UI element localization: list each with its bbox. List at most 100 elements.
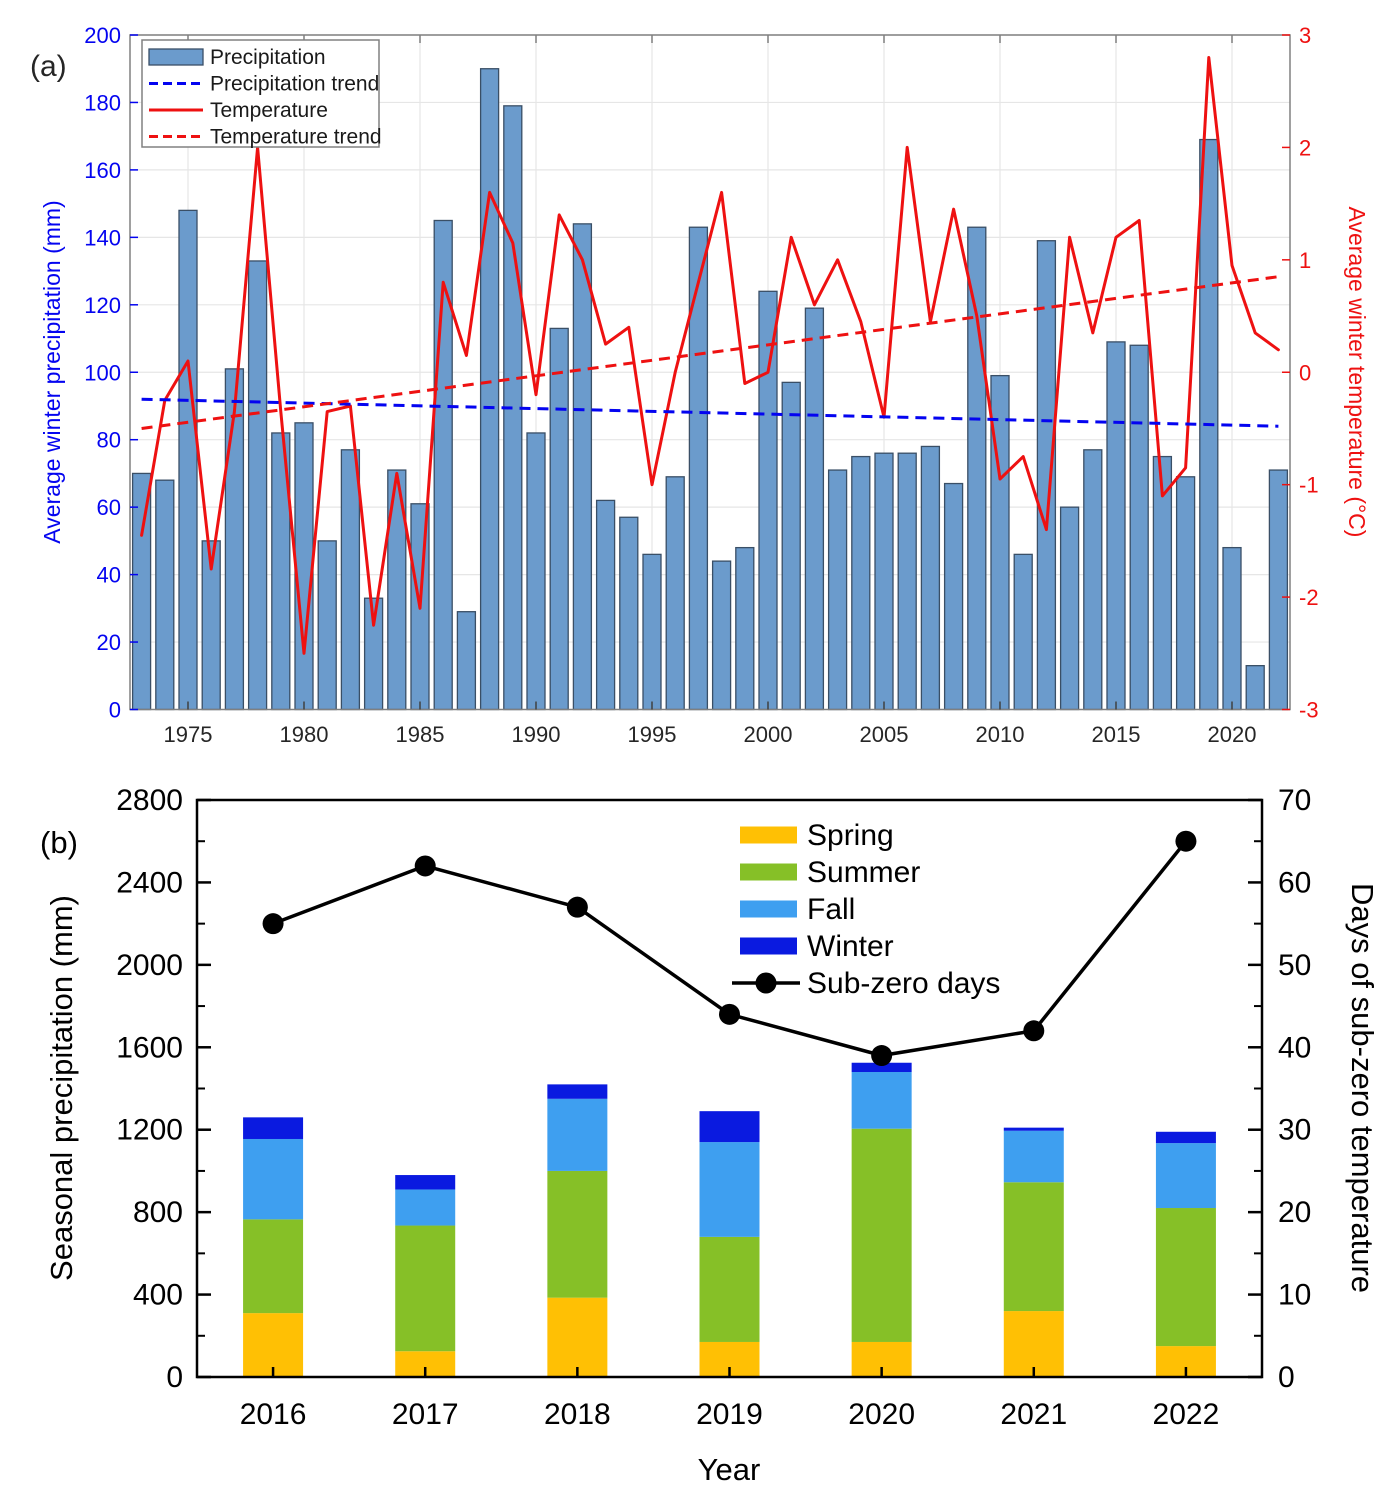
- subzero-days-marker-2022: [1175, 830, 1197, 852]
- precipitation-bar-1975: [178, 209, 198, 711]
- tick-label-x: 2010: [976, 722, 1025, 747]
- legend-swatch-spring: [740, 826, 797, 844]
- tick-label-right: 1: [1299, 248, 1311, 273]
- legend-label: Precipitation: [210, 46, 326, 69]
- panel-a-ylabel-left: Average winter precipitation (mm): [39, 200, 65, 543]
- tick-label-left: 2800: [116, 784, 183, 817]
- tick-label-right: -2: [1299, 585, 1319, 610]
- bar-2022-fall: [1155, 1143, 1216, 1209]
- bar-2020-fall: [851, 1072, 912, 1129]
- tick-label-right: 40: [1278, 1031, 1311, 1064]
- tick-label-left: 400: [133, 1279, 183, 1312]
- tick-label-left: 0: [109, 698, 121, 723]
- bar-2017-summer: [395, 1225, 456, 1352]
- panel-a-axes: 0 20 40 60 80 100 120 140 160 180 200 3 2 1 0 -1 -2 -3 197…: [84, 23, 1318, 747]
- temperature-trend-line: [141, 275, 1279, 430]
- panel-a-precipitation-bars: [131, 68, 1289, 711]
- tick-label-left: 1200: [116, 1114, 183, 1147]
- tick-label-x: 2017: [392, 1398, 459, 1431]
- tick-label-left: 1600: [116, 1031, 183, 1064]
- tick-label-right: -1: [1299, 473, 1319, 498]
- tick-label-x: 1975: [164, 722, 213, 747]
- subzero-days-marker-2016: [262, 913, 284, 935]
- subzero-days-marker-2018: [566, 896, 588, 918]
- tick-label-left: 60: [97, 495, 121, 520]
- tick-label-left: 20: [97, 630, 121, 655]
- panel-b-ylabel-right: Days of sub-zero temperature: [1345, 883, 1380, 1293]
- panel-b-ylabel-left: Seasonal precipitation (mm): [44, 895, 79, 1281]
- tick-label-x: 2015: [1092, 722, 1141, 747]
- tick-label-right: -3: [1299, 698, 1319, 723]
- subzero-days-marker-2017: [414, 855, 436, 877]
- precipitation-bar-2009: [967, 226, 987, 711]
- bar-2016-spring: [243, 1313, 304, 1377]
- precipitation-bar-1990: [526, 432, 546, 711]
- bar-2017-fall: [395, 1189, 456, 1226]
- panel-b-axes: 0 400 800 1200 1600 2000 2400 2800 0 10 20 30 40 50 60…: [116, 784, 1311, 1431]
- panel-b-subzero-line: [262, 830, 1197, 1067]
- tick-label-left: 0: [166, 1361, 183, 1394]
- legend-label: Temperature trend: [210, 126, 382, 149]
- precipitation-bar-1978: [247, 260, 268, 711]
- tick-label-left: 2400: [116, 866, 183, 899]
- temperature-line: [140, 56, 1280, 655]
- bar-2021-winter: [1003, 1127, 1064, 1131]
- precipitation-bar-2000: [758, 290, 778, 711]
- tick-label-left: 120: [84, 293, 121, 318]
- precipitation-bar-1999: [735, 546, 755, 711]
- bar-2016-fall: [243, 1138, 304, 1220]
- precipitation-trend-line: [141, 397, 1279, 428]
- panel-b: 0 400 800 1200 1600 2000 2400 2800 0 10 20 30 40 50 60…: [40, 784, 1380, 1487]
- legend-swatch-winter: [740, 937, 797, 955]
- precipitation-bar-1991: [549, 327, 569, 711]
- tick-label-x: 2019: [696, 1398, 763, 1431]
- precipitation-bar-2005: [874, 452, 894, 711]
- precipitation-bar-1981: [317, 540, 337, 711]
- precipitation-bar-2002: [804, 307, 825, 711]
- panel-b-legend: Spring Summer Fall Winter Sub-zero days: [732, 819, 1000, 1000]
- precipitation-bar-1993: [595, 499, 616, 711]
- bar-2017-winter: [395, 1175, 456, 1190]
- precipitation-bar-2016: [1129, 344, 1149, 711]
- precipitation-bar-1997: [688, 226, 709, 711]
- legend-swatch-precipitation: [148, 48, 204, 66]
- precipitation-bar-2020: [1222, 546, 1242, 711]
- legend-label: Fall: [807, 893, 855, 926]
- precipitation-bar-2007: [920, 445, 941, 711]
- bar-2021-fall: [1003, 1130, 1064, 1183]
- subzero-days-marker-2020: [871, 1045, 893, 1067]
- panel-b-label: (b): [40, 825, 78, 860]
- precipitation-bar-1992: [572, 223, 593, 711]
- bar-2019-fall: [699, 1142, 760, 1237]
- precipitation-bar-1988: [479, 68, 500, 711]
- bar-2022-summer: [1155, 1208, 1216, 1347]
- legend-label: Temperature: [210, 99, 328, 122]
- precipitation-bar-1974: [155, 479, 175, 711]
- bar-2018-winter: [547, 1084, 608, 1099]
- tick-label-right: 20: [1278, 1196, 1311, 1229]
- precipitation-bar-1994: [619, 516, 639, 711]
- precipitation-bar-2006: [897, 452, 917, 711]
- tick-label-left: 180: [84, 90, 121, 115]
- bar-2020-winter: [851, 1062, 912, 1073]
- tick-label-x: 2020: [1208, 722, 1257, 747]
- panel-a-label: (a): [30, 50, 67, 83]
- panel-a-legend: Precipitation Precipitation trend Temperat…: [141, 39, 382, 149]
- precipitation-bar-2008: [943, 482, 964, 711]
- tick-label-x: 2020: [848, 1398, 915, 1431]
- precipitation-bar-2022: [1268, 469, 1289, 711]
- precipitation-bar-2013: [1059, 506, 1080, 711]
- precipitation-bar-1995: [642, 553, 662, 711]
- tick-label-right: 0: [1278, 1361, 1295, 1394]
- precipitation-bar-2018: [1175, 476, 1196, 711]
- tick-label-right: 3: [1299, 23, 1311, 48]
- bar-2016-winter: [243, 1117, 304, 1139]
- tick-label-left: 100: [84, 360, 121, 385]
- precipitation-bar-2001: [781, 381, 801, 711]
- panel-a-lines: [140, 56, 1280, 655]
- precipitation-bar-1982: [340, 449, 361, 711]
- precipitation-bar-2012: [1036, 240, 1057, 711]
- bar-2021-spring: [1003, 1311, 1064, 1377]
- tick-label-x: 2000: [744, 722, 793, 747]
- legend-label: Summer: [807, 856, 920, 889]
